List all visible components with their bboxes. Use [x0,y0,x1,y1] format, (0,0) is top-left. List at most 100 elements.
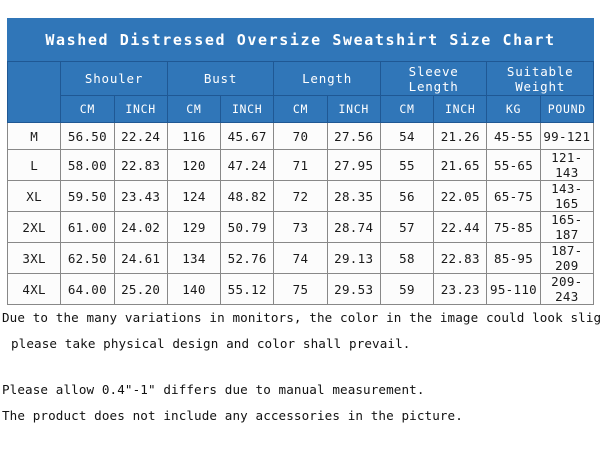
cell-bust-cm: 116 [166,122,222,150]
cell-length-cm: 74 [273,242,328,274]
cell-weight-pound: 143-165 [539,180,595,212]
cell-bust-cm: 134 [166,242,222,274]
table-row: 3XL 62.50 24.61 134 52.76 74 29.13 58 22… [6,242,595,274]
cell-bust-cm: 129 [166,211,222,243]
cell-weight-pound: 121-143 [539,149,595,181]
cell-weight-kg: 85-95 [486,242,541,274]
cell-sleeve-cm: 57 [379,211,435,243]
cell-weight-kg: 75-85 [486,211,541,243]
disclaimer-notes: Due to the many variations in monitors, … [2,305,601,429]
note-monitor-variation-line2: please take physical design and color sh… [11,336,411,351]
note-monitor-variation-line1: Due to the many variations in monitors, … [2,310,601,325]
cell-shoulder-inch: 24.61 [113,242,168,274]
cell-bust-cm: 124 [166,180,222,212]
cell-shoulder-inch: 22.83 [113,149,168,181]
cell-bust-inch: 52.76 [220,242,275,274]
header-unit-length-inch: INCH [326,95,381,123]
cell-length-cm: 73 [273,211,328,243]
header-unit-shoulder-cm: CM [60,95,115,123]
header-unit-weight-pound: POUND [539,95,595,123]
cell-sleeve-cm: 59 [379,273,435,305]
cell-weight-kg: 95-110 [486,273,541,305]
header-unit-length-cm: CM [273,95,328,123]
header-unit-sleeve-inch: INCH [433,95,488,123]
cell-sleeve-cm: 58 [379,242,435,274]
header-unit-shoulder-inch: INCH [113,95,168,123]
cell-length-inch: 29.53 [326,273,381,305]
cell-sleeve-inch: 22.44 [433,211,488,243]
cell-weight-kg: 65-75 [486,180,541,212]
table-row: XL 59.50 23.43 124 48.82 72 28.35 56 22.… [6,180,595,212]
header-unit-row: CM INCH CM INCH CM INCH CM INCH KG POUND [8,95,595,123]
cell-weight-pound: 99-121 [539,122,595,150]
cell-weight-kg: 55-65 [486,149,541,181]
cell-shoulder-cm: 56.50 [60,122,115,150]
cell-shoulder-inch: 23.43 [113,180,168,212]
cell-sleeve-inch: 22.05 [433,180,488,212]
cell-shoulder-inch: 24.02 [113,211,168,243]
cell-bust-inch: 48.82 [220,180,275,212]
header-group-bust: Bust [166,61,275,96]
cell-sleeve-inch: 22.83 [433,242,488,274]
cell-weight-pound: 165-187 [539,211,595,243]
cell-size: L [6,149,62,181]
cell-sleeve-inch: 23.23 [433,273,488,305]
header-group-length: Length [273,61,381,96]
cell-length-cm: 75 [273,273,328,305]
cell-bust-inch: 45.67 [220,122,275,150]
cell-length-inch: 27.95 [326,149,381,181]
cell-bust-inch: 50.79 [220,211,275,243]
cell-sleeve-inch: 21.26 [433,122,488,150]
cell-sleeve-cm: 54 [379,122,435,150]
size-chart-container: Washed Distressed Oversize Sweatshirt Si… [6,18,595,305]
header-unit-weight-kg: KG [486,95,541,123]
cell-sleeve-cm: 55 [379,149,435,181]
cell-shoulder-cm: 61.00 [60,211,115,243]
note-measurement-tolerance: Please allow 0.4"-1" differs due to manu… [2,382,425,397]
page-title: Washed Distressed Oversize Sweatshirt Si… [7,18,594,62]
cell-weight-pound: 187-209 [539,242,595,274]
header-unit-sleeve-cm: CM [379,95,435,123]
cell-shoulder-inch: 22.24 [113,122,168,150]
cell-length-cm: 70 [273,122,328,150]
cell-sleeve-cm: 56 [379,180,435,212]
cell-bust-cm: 120 [166,149,222,181]
cell-size: 3XL [6,242,62,274]
header-group-suitable-weight: Suitable Weight [486,61,594,96]
header-group-sleeve-length: Sleeve Length [379,61,488,96]
cell-length-inch: 29.13 [326,242,381,274]
cell-length-inch: 28.74 [326,211,381,243]
cell-weight-kg: 45-55 [486,122,541,150]
table-row: L 58.00 22.83 120 47.24 71 27.95 55 21.6… [6,149,595,181]
cell-length-cm: 71 [273,149,328,181]
note-accessories-excluded: The product does not include any accesso… [2,408,463,423]
header-unit-bust-inch: INCH [220,95,275,123]
cell-shoulder-cm: 58.00 [60,149,115,181]
cell-size: 4XL [6,273,62,305]
table-row: M 56.50 22.24 116 45.67 70 27.56 54 21.2… [6,122,595,150]
cell-shoulder-cm: 62.50 [60,242,115,274]
cell-size: M [6,122,62,150]
size-chart-table: Washed Distressed Oversize Sweatshirt Si… [6,18,595,305]
cell-size: XL [6,180,62,212]
cell-weight-pound: 209-243 [539,273,595,305]
cell-length-inch: 28.35 [326,180,381,212]
cell-bust-inch: 55.12 [220,273,275,305]
table-row: 4XL 64.00 25.20 140 55.12 75 29.53 59 23… [6,273,595,305]
cell-length-inch: 27.56 [326,122,381,150]
header-size-column [6,61,62,123]
cell-shoulder-inch: 25.20 [113,273,168,305]
header-group-shoulder: Shouler [60,61,168,96]
cell-sleeve-inch: 21.65 [433,149,488,181]
header-unit-bust-cm: CM [166,95,222,123]
cell-bust-inch: 47.24 [220,149,275,181]
table-row: 2XL 61.00 24.02 129 50.79 73 28.74 57 22… [6,211,595,243]
cell-shoulder-cm: 59.50 [60,180,115,212]
cell-shoulder-cm: 64.00 [60,273,115,305]
notes-spacer [2,357,599,377]
cell-bust-cm: 140 [166,273,222,305]
header-group-row: Shouler Bust Length Sleeve Length Suitab… [6,61,594,123]
cell-length-cm: 72 [273,180,328,212]
chart-title-row: Washed Distressed Oversize Sweatshirt Si… [7,18,594,62]
cell-size: 2XL [6,211,62,243]
